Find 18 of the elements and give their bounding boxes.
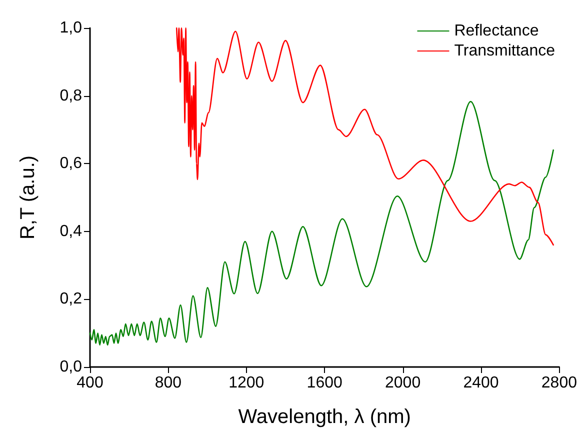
x-tick-label: 1200 bbox=[228, 374, 264, 392]
y-axis-title: R,T (a.u.) bbox=[17, 155, 39, 240]
legend-label: Transmittance bbox=[454, 42, 556, 60]
x-tick-label: 400 bbox=[76, 374, 104, 392]
y-tick-label: 0,4 bbox=[60, 222, 82, 240]
x-tick-label: 800 bbox=[154, 374, 182, 392]
x-tick-label: 2400 bbox=[463, 374, 499, 392]
y-tick-label: 0,2 bbox=[60, 290, 82, 308]
y-tick-label: 0,6 bbox=[60, 155, 82, 172]
y-tick-label: 0,8 bbox=[60, 87, 82, 104]
x-tick-label: 2000 bbox=[385, 374, 421, 392]
y-tick-label: 1,0 bbox=[60, 20, 82, 36]
legend-label: Reflectance bbox=[454, 22, 539, 40]
y-tick-label: 0,0 bbox=[60, 358, 82, 376]
line-series bbox=[89, 100, 554, 346]
x-tick-label: 2800 bbox=[541, 374, 578, 392]
x-tick-label: 1600 bbox=[306, 374, 342, 392]
x-axis-title: Wavelength, λ (nm) bbox=[238, 406, 411, 428]
